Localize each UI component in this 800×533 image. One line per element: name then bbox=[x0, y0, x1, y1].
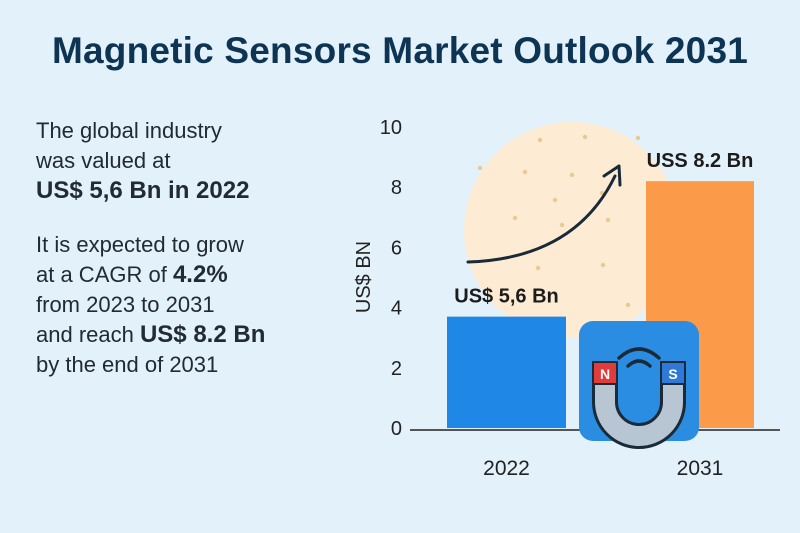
bar-2022 bbox=[447, 316, 566, 428]
wireless-signal-icon bbox=[617, 347, 661, 368]
page-title: Magnetic Sensors Market Outlook 2031 bbox=[51, 30, 749, 71]
decor-dot bbox=[605, 217, 611, 223]
decor-dot bbox=[625, 302, 631, 308]
bar-chart: 0 2 4 6 8 10 US$ BN 2022 2031 US$ 5,6 Bn USS 8.2… bbox=[353, 117, 780, 480]
decor-dot bbox=[535, 265, 541, 271]
decor-dot bbox=[582, 134, 588, 140]
arrow-head bbox=[602, 164, 622, 187]
data-labels: US$ 5,6 Bn USS 8.2 Bn bbox=[454, 150, 753, 307]
x-tick-label: 2031 bbox=[677, 457, 724, 480]
decor-dot bbox=[552, 197, 558, 203]
decor-dot bbox=[522, 169, 528, 175]
y-tick-label: 2 bbox=[391, 358, 402, 380]
summary-line: It is expected to grow bbox=[36, 232, 244, 257]
y-axis: 0 2 4 6 8 10 US$ BN bbox=[353, 117, 402, 440]
summary-highlight-cagr: 4.2% bbox=[172, 261, 228, 288]
magnet-south-label: S bbox=[668, 366, 677, 382]
signal-arc-outer bbox=[617, 347, 661, 360]
y-tick-label: 10 bbox=[380, 117, 402, 139]
summary-text-fragment: at a CAGR of bbox=[36, 262, 173, 287]
decor-dot bbox=[512, 215, 518, 221]
magnet-body bbox=[595, 372, 683, 446]
summary-highlight-value-2031: US$ 8.2 Bn bbox=[139, 321, 266, 348]
magnet-south-pole bbox=[660, 361, 686, 385]
x-tick-label: 2022 bbox=[483, 457, 530, 480]
decor-dot bbox=[569, 172, 575, 178]
y-tick-label: 0 bbox=[391, 418, 402, 440]
summary-line: from 2023 to 2031 bbox=[36, 292, 215, 317]
arrow-shaft bbox=[466, 174, 617, 264]
summary-line: The global industry bbox=[36, 118, 222, 143]
magnet-north-label: N bbox=[600, 366, 610, 382]
signal-arc-inner bbox=[626, 359, 652, 368]
chart-decoration bbox=[464, 122, 680, 338]
y-axis-title: US$ BN bbox=[353, 241, 375, 313]
decor-dot bbox=[559, 222, 565, 228]
summary-text: The global industry was valued at US$ 5,… bbox=[36, 116, 336, 380]
summary-line: was valued at bbox=[36, 148, 171, 173]
growth-arrow-icon bbox=[466, 164, 622, 264]
y-tick-label: 6 bbox=[391, 237, 402, 259]
decor-dot bbox=[477, 165, 483, 171]
data-label: US$ 5,6 Bn bbox=[454, 286, 558, 308]
decor-dot bbox=[635, 135, 641, 141]
y-tick-label: 8 bbox=[391, 177, 402, 199]
summary-line: by the end of 2031 bbox=[36, 352, 219, 377]
decor-dot bbox=[537, 137, 543, 143]
x-axis: 2022 2031 bbox=[410, 429, 780, 480]
summary-line: and reach US$ 8.2 Bn bbox=[36, 320, 336, 350]
data-label: USS 8.2 Bn bbox=[647, 150, 754, 172]
y-tick-label: 4 bbox=[391, 298, 402, 320]
magnet-north-pole bbox=[592, 361, 618, 385]
decor-dot bbox=[600, 262, 606, 268]
summary-highlight-value-2022: US$ 5,6 Bn in 2022 bbox=[36, 177, 250, 204]
summary-line: at a CAGR of 4.2% bbox=[36, 260, 336, 290]
summary-text-fragment: and reach bbox=[36, 322, 140, 347]
